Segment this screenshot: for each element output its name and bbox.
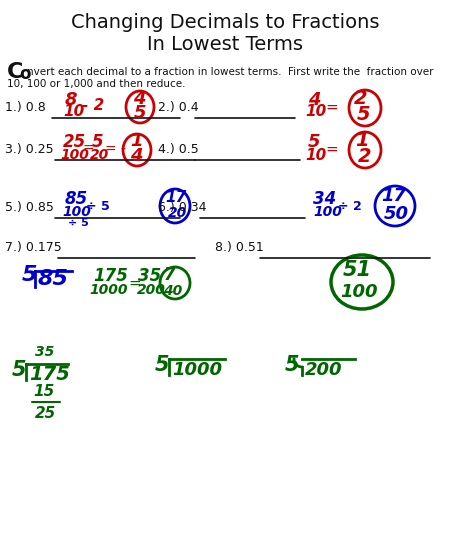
Text: 7.) 0.175: 7.) 0.175 [5,242,62,255]
Text: 25: 25 [63,133,86,151]
Text: 4: 4 [133,90,145,108]
Text: ÷ 5: ÷ 5 [86,199,110,212]
Text: ÷ 2: ÷ 2 [338,199,362,212]
Text: 10, 100 or 1,000 and then reduce.: 10, 100 or 1,000 and then reduce. [7,79,185,89]
Text: 5: 5 [308,133,320,151]
Text: 8.) 0.51: 8.) 0.51 [215,242,264,255]
Text: =: = [325,100,338,115]
Text: 5: 5 [92,133,104,151]
Text: 5: 5 [22,265,37,285]
Text: 5: 5 [12,360,27,380]
Text: 5: 5 [285,355,300,375]
Text: 1.) 0.8: 1.) 0.8 [5,101,46,115]
Text: 20: 20 [168,206,187,220]
Text: In Lowest Terms: In Lowest Terms [147,34,303,54]
Text: =: = [325,142,338,157]
Text: 8: 8 [65,91,77,109]
Text: 4: 4 [308,91,320,109]
Text: 5: 5 [134,104,147,122]
Text: 10: 10 [305,147,326,162]
Text: 1: 1 [355,131,369,151]
Text: 85: 85 [38,269,69,289]
Text: 100: 100 [340,283,378,301]
Text: 17: 17 [381,187,406,205]
Text: 2.) 0.4: 2.) 0.4 [158,101,198,115]
Text: 5: 5 [155,355,170,375]
Text: ÷ 5: ÷ 5 [68,218,89,228]
Text: 35: 35 [35,345,54,359]
Text: 100: 100 [62,205,91,219]
Text: 4: 4 [130,147,143,165]
Text: 15: 15 [33,384,54,399]
Text: 6.) 0.34: 6.) 0.34 [158,200,207,213]
Text: 20: 20 [90,148,109,162]
Text: 1: 1 [130,132,143,150]
Text: 1000: 1000 [89,283,127,297]
Text: 5: 5 [357,105,371,123]
Text: 5.) 0.85: 5.) 0.85 [5,200,54,213]
Text: 100: 100 [313,205,342,219]
Text: 100: 100 [60,148,89,162]
Text: 10: 10 [63,105,84,120]
Text: 175: 175 [29,366,70,384]
Text: - 2: - 2 [82,99,104,114]
Text: 85: 85 [65,190,88,208]
Text: 7: 7 [164,266,176,284]
Text: 17: 17 [165,190,186,205]
Text: 25: 25 [35,406,56,421]
Text: 35: 35 [138,267,161,285]
Text: = -: = - [105,142,126,156]
Text: 10: 10 [305,105,326,120]
Text: 34: 34 [313,190,336,208]
Text: 2: 2 [354,90,368,108]
Text: C: C [7,62,23,82]
Text: 2: 2 [358,146,372,166]
Text: nvert each decimal to a fraction in lowest terms.  First write the  fraction ove: nvert each decimal to a fraction in lowe… [27,67,433,77]
Text: 1000: 1000 [172,361,222,379]
Text: 51: 51 [343,260,372,280]
Text: 200: 200 [305,361,342,379]
Text: 175: 175 [93,267,128,285]
Text: =: = [128,276,141,291]
Text: o: o [19,65,31,83]
Text: 200: 200 [137,283,166,297]
Text: 3.) 0.25: 3.) 0.25 [5,144,54,157]
Text: 40: 40 [163,284,182,298]
Text: 50: 50 [384,205,409,223]
Text: 4.) 0.5: 4.) 0.5 [158,144,199,157]
Text: =: = [83,142,94,156]
Text: Changing Decimals to Fractions: Changing Decimals to Fractions [71,12,379,32]
